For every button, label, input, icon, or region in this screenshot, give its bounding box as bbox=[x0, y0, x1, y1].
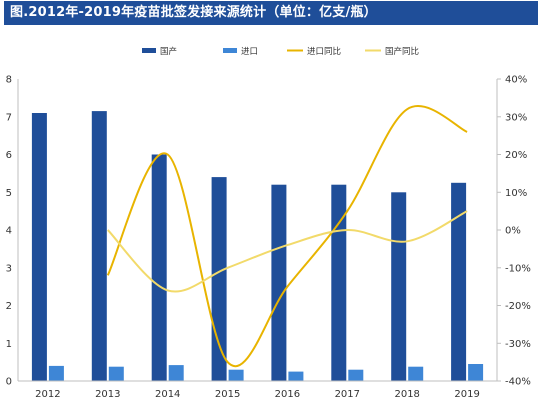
legend-label-进口同比: 进口同比 bbox=[307, 46, 341, 57]
x-tick-label: 2014 bbox=[155, 389, 180, 400]
legend-swatch-国产 bbox=[142, 48, 156, 53]
legend-label-进口: 进口 bbox=[241, 47, 258, 57]
y-left-tick-label: 6 bbox=[6, 150, 12, 161]
y-right-tick-label: -40% bbox=[505, 377, 531, 388]
x-tick-label: 2015 bbox=[215, 389, 240, 400]
x-tick-label: 2017 bbox=[335, 389, 360, 400]
y-right-tick-label: -20% bbox=[505, 301, 531, 312]
line-国产同比 bbox=[107, 210, 468, 293]
x-tick-label: 2012 bbox=[35, 389, 60, 400]
bar-国产-2017 bbox=[331, 184, 347, 381]
bar-国产-2015 bbox=[211, 177, 227, 381]
bar-国产-2012 bbox=[31, 113, 47, 381]
y-right-tick-label: -30% bbox=[505, 339, 531, 350]
y-left-tick-label: 5 bbox=[6, 188, 12, 199]
y-right-tick-label: 20% bbox=[505, 150, 527, 161]
bar-进口-2017 bbox=[348, 369, 364, 381]
bar-国产-2019 bbox=[451, 182, 467, 381]
line-进口同比 bbox=[106, 105, 468, 367]
axes-layer: 0 1 2 3 4 5 6 7 8 -40% -30% -20% -10% 0% 10% 20% 30% 40% 2… bbox=[6, 75, 531, 401]
y-left-tick-label: 0 bbox=[6, 377, 12, 388]
legend-label-国产同比: 国产同比 bbox=[385, 46, 419, 57]
y-left-tick-label: 7 bbox=[6, 112, 12, 123]
y-right-tick-label: 0% bbox=[505, 226, 521, 237]
y-right-tick-label: 10% bbox=[505, 188, 527, 199]
x-tick-label: 2013 bbox=[95, 389, 120, 400]
lines-layer bbox=[106, 105, 468, 367]
y-left-tick-label: 1 bbox=[6, 339, 12, 350]
x-tick-label: 2019 bbox=[454, 389, 479, 400]
y-left-tick-label: 2 bbox=[6, 301, 12, 312]
y-right-tick-label: 40% bbox=[505, 75, 527, 86]
bar-进口-2016 bbox=[288, 371, 304, 381]
x-tick-label: 2018 bbox=[394, 389, 419, 400]
y-left-tick-label: 4 bbox=[6, 226, 12, 237]
bar-国产-2016 bbox=[271, 184, 287, 381]
bar-进口-2013 bbox=[108, 366, 124, 381]
y-left-tick-label: 8 bbox=[6, 75, 12, 86]
legend-swatch-进口 bbox=[223, 48, 237, 53]
y-right-tick-label: -10% bbox=[505, 263, 531, 274]
legend-label-国产: 国产 bbox=[160, 46, 177, 57]
y-left-tick-label: 3 bbox=[6, 263, 12, 274]
bar-进口-2012 bbox=[48, 365, 64, 381]
bar-国产-2014 bbox=[151, 154, 167, 381]
y-right-tick-label: 30% bbox=[505, 112, 527, 123]
x-tick-label: 2016 bbox=[275, 389, 300, 400]
bar-进口-2014 bbox=[168, 365, 184, 381]
bar-进口-2018 bbox=[408, 366, 424, 381]
chart-title: 图.2012年-2019年疫苗批签发接来源统计（单位：亿支/瓶） bbox=[4, 1, 538, 25]
bar-国产-2013 bbox=[91, 111, 107, 381]
bar-国产-2018 bbox=[391, 192, 407, 382]
bar-进口-2019 bbox=[468, 364, 484, 381]
bar-进口-2015 bbox=[228, 369, 244, 381]
chart-legend: 国产 进口 进口同比 国产同比 bbox=[142, 46, 419, 57]
